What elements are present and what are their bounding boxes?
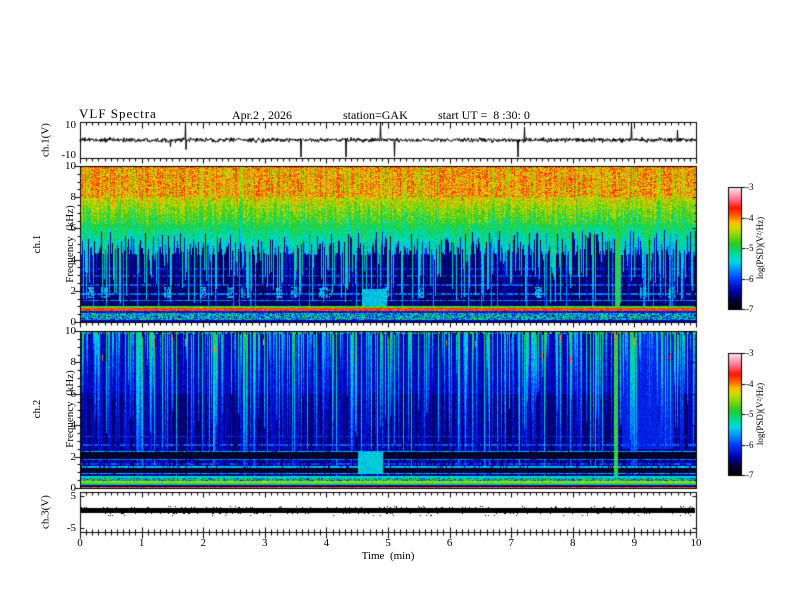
tick-label: 0 [70, 482, 77, 494]
time-axis-label: Time (min) [361, 550, 415, 562]
tick-label: -5 [66, 522, 76, 534]
page-title: VLF Spectra [79, 106, 157, 121]
tick-label: -10 [61, 149, 76, 161]
start-ut-label: start UT = 8 :30: 0 [438, 108, 530, 122]
tick-label: 2 [70, 450, 77, 463]
colorbar-tick-label: -4 [746, 212, 754, 223]
tick-label: 6 [70, 387, 77, 400]
tick-label: 8 [70, 356, 77, 369]
tick-label: 10 [690, 537, 702, 549]
tick-label: 6 [446, 537, 453, 549]
tick-label: 8 [570, 537, 576, 549]
ch1-spec-ylabel: ch.1 Frequency (kHz) [10, 205, 98, 283]
tick-label: 4 [70, 419, 77, 432]
colorbar-tick-label: -6 [746, 273, 754, 284]
date-label: Apr.2 , 2026 [232, 108, 292, 122]
tick-label: 3 [262, 537, 268, 549]
tick-label: 6 [70, 222, 77, 235]
tick-label: 10 [65, 119, 76, 131]
tick-label: 0 [70, 316, 77, 328]
ch1-wave-ylabel: ch.1(V) [39, 123, 52, 157]
colorbar-tick-label: -4 [746, 378, 754, 389]
tick-label: 9 [631, 537, 638, 549]
tick-label: 4 [323, 537, 330, 549]
tick-label: 5 [385, 537, 391, 549]
tick-label: 8 [70, 191, 77, 204]
tick-label: 10 [65, 160, 76, 172]
ch2-spec-ylabel-line2: Frequency (kHz) [64, 370, 76, 448]
tick-label: 2 [200, 537, 206, 549]
tick-label: 1 [138, 537, 145, 549]
colorbar2-label: log(PSD)(V²/Hz) [755, 382, 765, 446]
tick-label: 10 [65, 325, 76, 337]
colorbar-tick-label: -7 [746, 304, 754, 314]
colorbar-tick-label: -3 [746, 182, 754, 192]
tick-label: 2 [70, 284, 77, 297]
colorbar-tick-label: -3 [746, 348, 754, 358]
tick-label: 7 [508, 537, 514, 549]
ch2-spec-ylabel: ch.2 Frequency (kHz) [10, 370, 98, 448]
tick-label: 4 [70, 253, 77, 266]
tick-label: 5 [70, 490, 77, 502]
ch2-spec-ylabel-line1: ch.2 [31, 399, 43, 419]
ch1-spec-ylabel-line2: Frequency (kHz) [64, 205, 76, 283]
colorbar1-label: log(PSD)(V²/Hz) [755, 216, 765, 280]
colorbar-tick-label: -5 [746, 243, 754, 253]
ch3-wave-ylabel: ch.3(V) [39, 495, 52, 529]
station-label: station=GAK [343, 108, 408, 122]
ch1-spec-ylabel-line1: ch.1 [31, 234, 43, 254]
tick-label: 0 [77, 537, 83, 549]
colorbar-tick-label: -7 [746, 470, 754, 480]
colorbar-tick-label: -6 [746, 439, 754, 450]
colorbar-tick-label: -5 [746, 409, 754, 419]
